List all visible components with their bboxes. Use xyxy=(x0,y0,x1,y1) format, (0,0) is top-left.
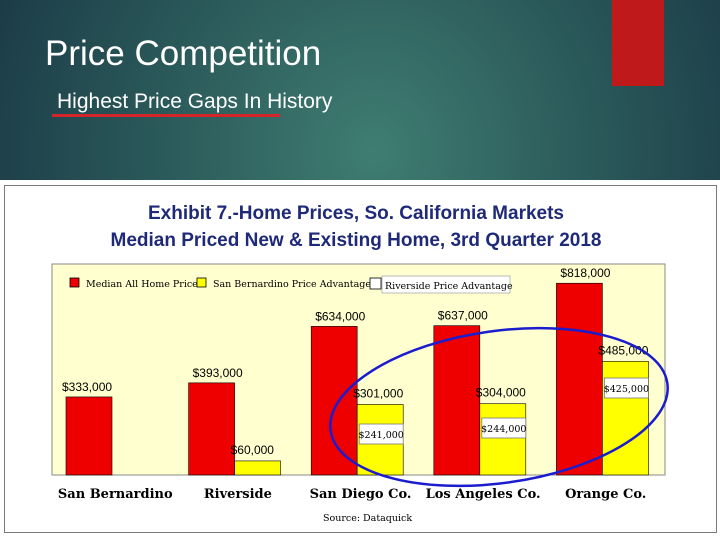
category-san-diego-co: San Diego Co. xyxy=(310,487,412,502)
category-los-angeles-co: Los Angeles Co. xyxy=(426,487,541,502)
label-median-riverside: $393,000 xyxy=(193,366,243,380)
category-riverside: Riverside xyxy=(204,487,272,502)
bar-median-san-bernardino xyxy=(65,396,113,476)
legend-swatch-riverside-advantage xyxy=(369,277,382,290)
label-sb-advantage-san-diego-co: $301,000 xyxy=(353,386,403,400)
highlight-ellipse xyxy=(329,326,669,488)
slide-title: Price Competition xyxy=(45,34,322,73)
category-san-bernardino: San Bernardino xyxy=(58,487,173,502)
legend-label-sb-advantage: San Bernardino Price Advantage xyxy=(213,279,371,290)
chart-subtitle: Median Priced New & Existing Home, 3rd Q… xyxy=(111,230,602,251)
label-sb-advantage-riverside: $60,000 xyxy=(231,443,275,457)
bar-median-orange-co xyxy=(556,282,603,476)
bar-median-los-angeles-co xyxy=(433,325,481,476)
box-riverside-advantage-los-angeles-co xyxy=(481,417,527,439)
bar-sb-advantage-riverside xyxy=(234,460,281,476)
legend-label-median: Median All Home Price xyxy=(86,279,198,290)
label-median-san-diego-co: $634,000 xyxy=(315,309,365,323)
box-riverside-advantage-orange-co xyxy=(604,377,649,399)
label-median-los-angeles-co: $637,000 xyxy=(438,309,488,323)
subtitle-underline xyxy=(52,114,280,117)
data-labels: $333,000 $393,000 $60,000 $634,000 $301,000 $… xyxy=(62,266,649,457)
legend-swatch-sb-advantage xyxy=(196,277,207,288)
category-orange-co: Orange Co. xyxy=(565,487,646,502)
label-sb-advantage-los-angeles-co: $304,000 xyxy=(476,386,526,400)
label-riverside-advantage-los-angeles-co: $244,000 xyxy=(481,424,526,435)
category-labels: San Bernardino Riverside San Diego Co. Los … xyxy=(58,487,646,502)
label-riverside-advantage-orange-co: $425,000 xyxy=(604,384,649,395)
bar-median-san-diego-co xyxy=(310,326,358,476)
bar-sb-advantage-los-angeles-co xyxy=(479,403,527,476)
box-riverside-advantage-san-diego-co xyxy=(358,423,404,445)
label-median-san-bernardino: $333,000 xyxy=(62,380,112,394)
legend-label-box xyxy=(381,275,511,294)
legend-label-riverside-advantage: Riverside Price Advantage xyxy=(385,281,513,292)
legend-swatch-median xyxy=(69,277,80,288)
red-accent-bar xyxy=(612,0,664,86)
legend: Median All Home Price San Bernardino Pri… xyxy=(69,275,513,294)
label-riverside-advantage-san-diego-co: $241,000 xyxy=(359,430,404,441)
chart-title: Exhibit 7.-Home Prices, So. California M… xyxy=(148,203,564,224)
slide-subtitle: Highest Price Gaps In History xyxy=(57,90,333,113)
bar-median-riverside xyxy=(188,382,235,476)
label-median-orange-co: $818,000 xyxy=(560,266,610,280)
chart-source: Source: Dataquick xyxy=(323,513,412,524)
